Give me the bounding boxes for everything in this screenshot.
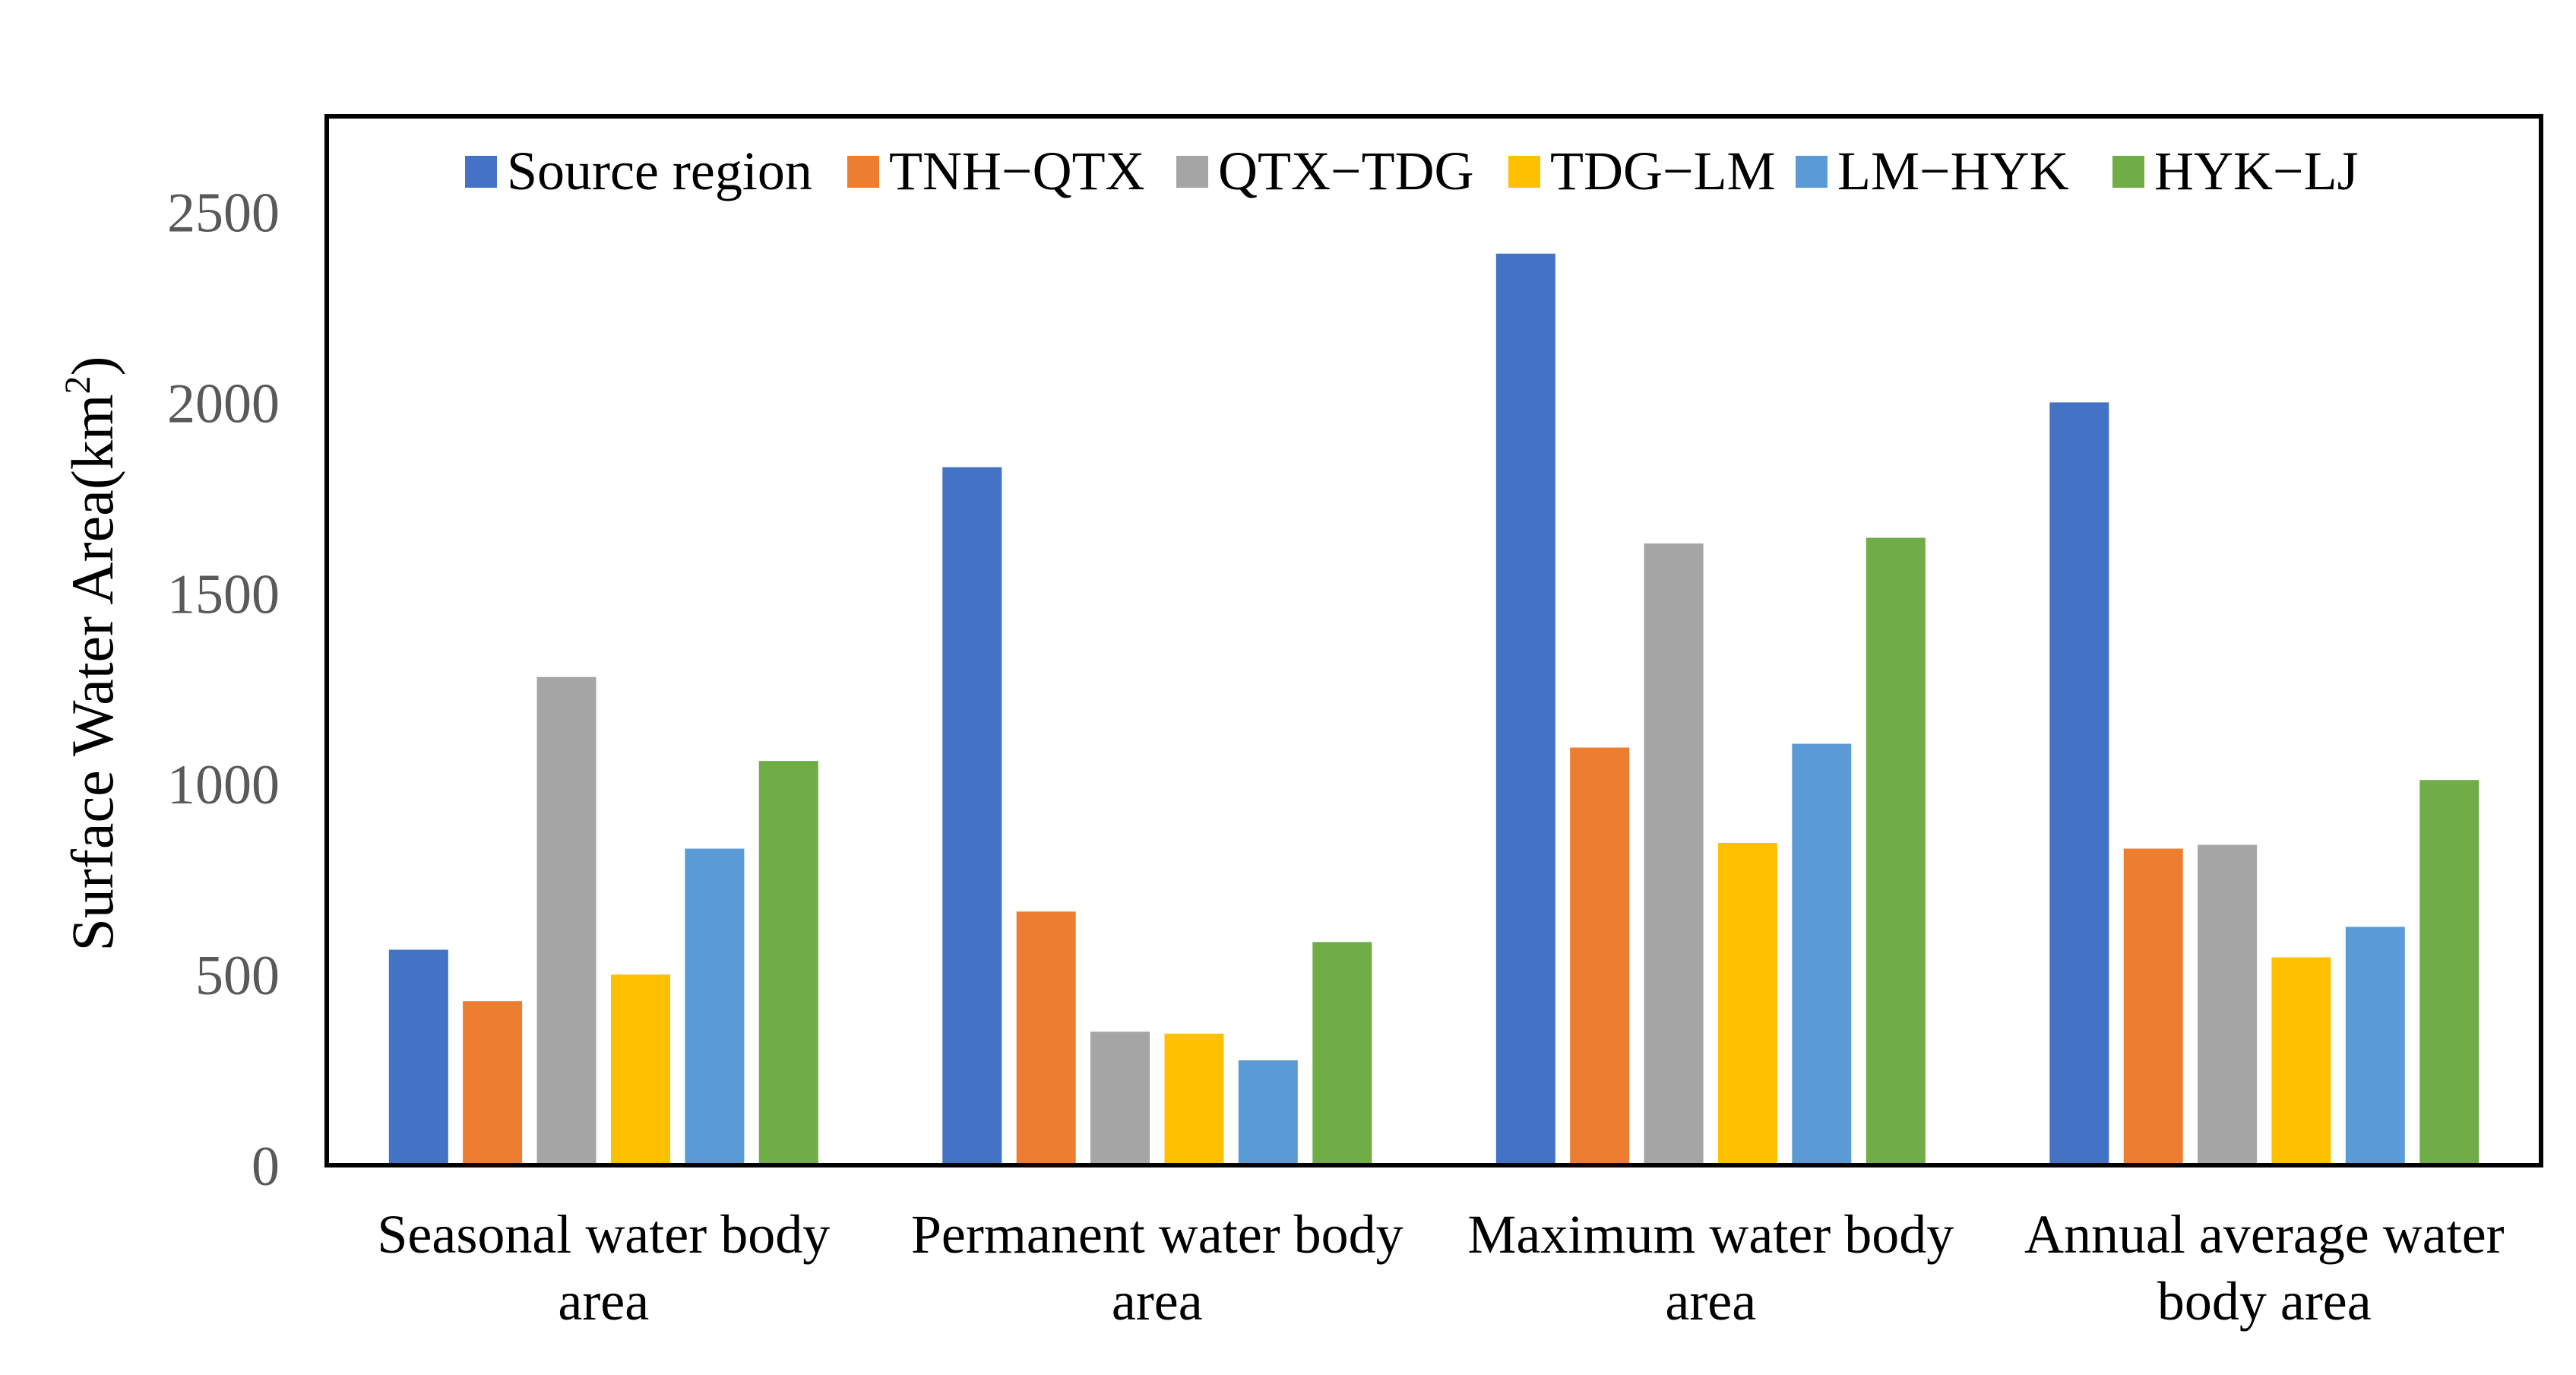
bar-hyk-lj-3 (1866, 537, 1926, 1165)
x-category-label: Maximum water body area (1467, 1204, 1954, 1332)
legend-swatch-4 (1508, 156, 1540, 188)
legend-swatch-1 (465, 156, 497, 188)
bar-tdg-lm-3 (1717, 843, 1777, 1165)
bar-tnh-qtx-2 (1016, 911, 1076, 1165)
bar-qtx-tdg-4 (2198, 844, 2258, 1165)
y-tick-label: 500 (195, 945, 280, 1007)
y-tick-label: 0 (252, 1136, 280, 1198)
y-axis-ticks: 0 500 1000 1500 2000 2500 (167, 182, 280, 1199)
x-category-label-line: Permanent water body (911, 1204, 1404, 1265)
legend-label-1: Source region (507, 141, 812, 201)
legend-label-4: TDG−LM (1550, 141, 1776, 201)
bar-lm-hyk-3 (1792, 743, 1852, 1165)
bar-qtx-tdg-2 (1090, 1031, 1150, 1165)
x-category-label-line: area (1112, 1271, 1203, 1332)
x-category-label: Annual average water body area (2024, 1204, 2505, 1332)
x-category-label-line: Maximum water body (1467, 1204, 1954, 1265)
x-category-label: Permanent water body area (911, 1204, 1404, 1332)
legend-label-2: TNH−QTX (889, 141, 1145, 201)
y-tick-label: 1500 (167, 563, 280, 626)
bar-source-region-2 (942, 467, 1002, 1165)
bar-source-region-3 (1495, 253, 1555, 1166)
legend-label-5: LM−HYK (1837, 141, 2069, 201)
bar-tnh-qtx-3 (1570, 747, 1630, 1165)
bar-tdg-lm-2 (1164, 1033, 1224, 1165)
bar-hyk-lj-1 (758, 761, 818, 1165)
plot-frame (324, 114, 2543, 1167)
y-tick-label: 2500 (167, 182, 280, 245)
x-category-label-line: body area (2157, 1271, 2372, 1332)
legend-label-3: QTX−TDG (1218, 141, 1474, 201)
bar-qtx-tdg-3 (1644, 543, 1704, 1165)
legend: Source region TNH−QTX QTX−TDG TDG−LM LM−HYK H… (465, 141, 2359, 201)
x-category-label-line: Annual average water (2024, 1204, 2505, 1265)
legend-swatch-5 (1796, 156, 1828, 188)
bar-tdg-lm-1 (611, 974, 670, 1165)
y-tick-label: 2000 (167, 372, 280, 435)
y-axis-label: Surface Water Area(km2) (58, 356, 125, 952)
bar-lm-hyk-2 (1238, 1060, 1298, 1165)
x-category-label-line: area (558, 1271, 649, 1332)
bar-tnh-qtx-4 (2123, 848, 2183, 1165)
x-category-label-line: Seasonal water body (377, 1204, 830, 1265)
y-axis-label-text: Surface Water Area(km (59, 394, 125, 952)
legend-label-6: HYK−LJ (2154, 141, 2359, 201)
x-category-label: Seasonal water body area (377, 1204, 830, 1332)
bar-lm-hyk-4 (2345, 927, 2405, 1165)
y-tick-label: 1000 (167, 754, 280, 816)
bar-hyk-lj-4 (2419, 780, 2479, 1165)
bar-source-region-4 (2049, 402, 2109, 1165)
bar-tnh-qtx-1 (463, 1001, 523, 1165)
bar-lm-hyk-1 (685, 848, 745, 1165)
bar-qtx-tdg-1 (536, 676, 597, 1165)
legend-swatch-6 (2112, 156, 2144, 188)
bars-layer (388, 253, 2479, 1166)
bar-tdg-lm-4 (2271, 957, 2331, 1165)
y-axis-label-superscript: 2 (58, 376, 98, 394)
legend-swatch-3 (1176, 156, 1208, 188)
legend-swatch-2 (847, 156, 879, 188)
bar-source-region-1 (388, 949, 448, 1165)
y-axis-label-close: ) (59, 356, 125, 376)
bar-hyk-lj-2 (1312, 942, 1372, 1165)
x-category-label-line: area (1665, 1271, 1756, 1332)
